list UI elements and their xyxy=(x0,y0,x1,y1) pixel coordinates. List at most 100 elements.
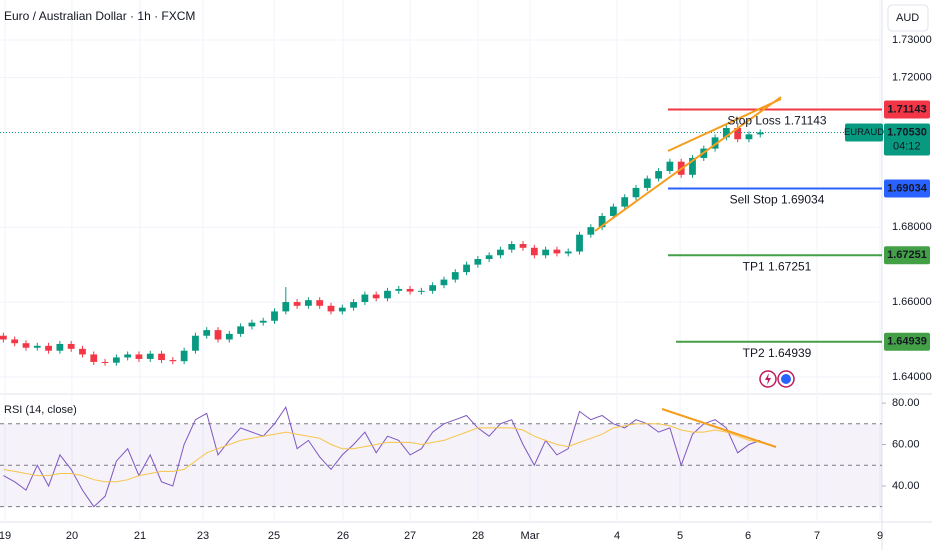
candle-body xyxy=(519,244,527,248)
candle-body xyxy=(135,354,143,359)
candle-body xyxy=(112,357,120,363)
candle-body xyxy=(598,215,606,228)
candle-body xyxy=(214,330,222,340)
level-axis-box xyxy=(884,100,930,119)
candle-body xyxy=(440,279,448,286)
currency: AUD xyxy=(896,12,919,24)
x-tick-label: 23 xyxy=(197,530,209,542)
candle-body xyxy=(417,290,425,292)
level-text: Sell Stop 1.69034 xyxy=(730,193,825,207)
level-text: TP2 1.64939 xyxy=(743,346,812,360)
last-price-box xyxy=(884,123,930,156)
candle-body xyxy=(734,128,742,140)
candle-body xyxy=(11,339,19,344)
candle-body xyxy=(22,343,30,348)
rsi-trendline xyxy=(661,408,777,448)
x-tick-label: 28 xyxy=(472,530,484,542)
level-text: TP1 1.67251 xyxy=(743,259,812,273)
level-axis-box xyxy=(884,246,930,265)
candle-body xyxy=(361,294,369,303)
candle-body xyxy=(485,255,493,260)
x-tick-label: 9 xyxy=(877,530,883,542)
candle-body xyxy=(621,197,629,207)
candle-body xyxy=(338,307,346,312)
main-pane xyxy=(0,108,882,366)
candle-body xyxy=(632,187,640,198)
candle-body xyxy=(395,288,403,291)
candle-body xyxy=(530,247,538,256)
candle-body xyxy=(67,343,75,349)
candle-body xyxy=(474,259,482,265)
x-tick-label: 25 xyxy=(268,530,280,542)
candle-body xyxy=(497,249,504,256)
level-axis-label: 1.67251 xyxy=(887,249,927,261)
candle-body xyxy=(429,285,437,291)
candle-body xyxy=(350,302,357,308)
candle-body xyxy=(610,206,617,216)
level-axis-label: 1.71143 xyxy=(887,103,926,115)
last-price-label: 1.70530 xyxy=(887,126,927,138)
candle-body xyxy=(101,361,109,363)
candle-body xyxy=(327,305,335,312)
candle-body xyxy=(542,249,550,256)
candle-body xyxy=(451,272,459,280)
x-tick-label: 21 xyxy=(134,530,146,542)
candle-body xyxy=(655,171,662,179)
y-tick-label: 1.68000 xyxy=(892,221,932,233)
candle-body xyxy=(79,348,86,355)
chart-title: Euro / Australian Dollar · 1h · FXCM xyxy=(4,9,195,23)
lightning-glyph xyxy=(765,373,771,385)
x-tick-label: Mar xyxy=(521,530,540,542)
candle-body xyxy=(305,300,312,306)
candle-body xyxy=(203,330,211,336)
countdown: 04:12 xyxy=(893,140,921,152)
candle-body xyxy=(45,345,52,351)
y-tick-label: 1.64000 xyxy=(892,371,932,383)
candle-body xyxy=(237,326,245,334)
x-tick-label: 7 xyxy=(814,530,820,542)
candle-body xyxy=(169,360,177,362)
candle-body xyxy=(146,353,154,359)
x-tick-label: 6 xyxy=(745,530,751,542)
candle-body xyxy=(56,343,64,351)
candle-body xyxy=(282,302,290,312)
candle-body xyxy=(259,320,267,323)
x-tick-label: 20 xyxy=(66,530,78,542)
rsi-line xyxy=(3,406,761,508)
candle-body xyxy=(293,302,301,306)
globe-glyph xyxy=(781,374,791,384)
candle-body xyxy=(124,354,132,358)
candle-body xyxy=(576,234,583,252)
x-tick-label: 4 xyxy=(614,530,620,542)
candle-body xyxy=(0,335,7,340)
candle-body xyxy=(666,161,674,172)
level-axis-label: 1.64939 xyxy=(887,336,927,348)
candle-body xyxy=(33,345,41,348)
y-tick-label: 40.00 xyxy=(892,480,920,492)
candle-body xyxy=(587,227,595,235)
rsi-pane xyxy=(0,402,886,508)
y-tick-label: 80.00 xyxy=(892,397,920,409)
x-tick-label: 27 xyxy=(404,530,416,542)
x-tick-label: 5 xyxy=(677,530,683,542)
y-tick-label: 1.66000 xyxy=(892,296,932,308)
level-axis-box xyxy=(884,179,930,198)
symbol-box xyxy=(845,123,883,142)
candle-body xyxy=(316,300,324,306)
candle-body xyxy=(508,244,516,250)
candle-body xyxy=(564,251,572,254)
candle-body xyxy=(192,335,199,351)
candle-body xyxy=(553,249,561,254)
candle-body xyxy=(756,132,764,135)
level-axis-label: 1.69034 xyxy=(887,182,928,194)
level-axis-box xyxy=(884,332,930,351)
currency-box[interactable] xyxy=(887,4,929,32)
x-tick-label: 19 xyxy=(0,530,11,542)
symbol-label: EURAUD xyxy=(844,127,884,138)
y-tick-label: 1.73000 xyxy=(892,34,932,46)
candle-body xyxy=(372,294,380,299)
candle-body xyxy=(248,322,256,327)
candle-body xyxy=(158,353,165,361)
